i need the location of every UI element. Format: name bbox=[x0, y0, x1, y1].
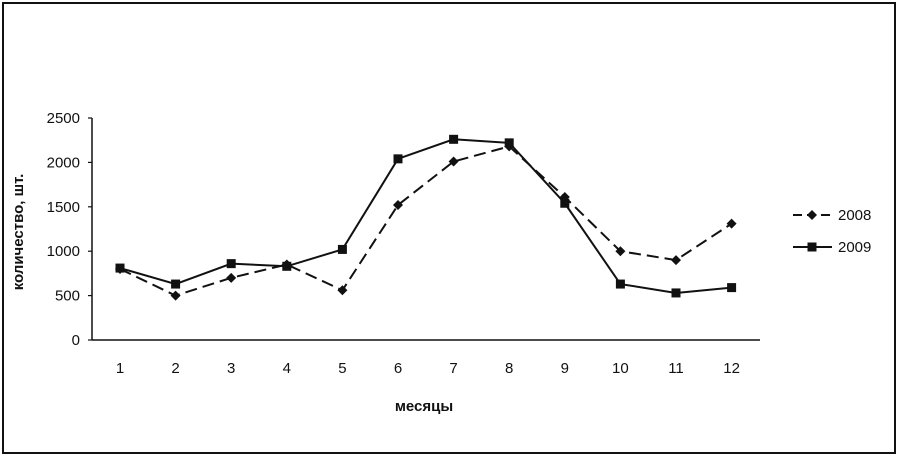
data-point-2009 bbox=[282, 261, 292, 271]
x-tick-label: 3 bbox=[227, 360, 235, 377]
legend-label-2009: 2009 bbox=[838, 239, 871, 256]
data-point-2009 bbox=[727, 283, 737, 293]
legend-marker-2008 bbox=[807, 210, 817, 220]
x-tick-label: 7 bbox=[449, 360, 457, 377]
data-point-2009 bbox=[504, 138, 514, 148]
y-tick-label: 1000 bbox=[47, 243, 80, 260]
data-point-2008 bbox=[726, 218, 737, 229]
y-tick-labels: 0 500 1000 1500 2000 2500 bbox=[47, 110, 80, 349]
x-tick-labels: 1 2 3 4 5 6 7 8 9 10 11 12 bbox=[116, 360, 740, 377]
x-tick-label: 9 bbox=[561, 360, 569, 377]
data-point-2009 bbox=[615, 279, 625, 289]
data-point-2009 bbox=[393, 154, 403, 164]
y-tick-label: 1500 bbox=[47, 199, 80, 216]
data-point-2008 bbox=[671, 255, 681, 266]
axes bbox=[88, 117, 760, 341]
data-point-2009 bbox=[560, 198, 570, 208]
x-axis-title: месяцы bbox=[395, 398, 453, 415]
data-point-2009 bbox=[449, 134, 459, 144]
data-point-2008 bbox=[393, 200, 403, 211]
series-line-2008 bbox=[119, 145, 733, 297]
series-2008 bbox=[115, 141, 737, 301]
y-tick-label: 2000 bbox=[47, 154, 80, 171]
legend-label-2008: 2008 bbox=[838, 207, 871, 224]
x-tick-label: 10 bbox=[612, 360, 629, 377]
y-axis-title: количество, шт. bbox=[10, 174, 27, 291]
data-point-2008 bbox=[448, 156, 459, 167]
data-point-2009 bbox=[337, 244, 347, 254]
x-tick-label: 1 bbox=[116, 360, 124, 377]
x-tick-label: 12 bbox=[723, 360, 740, 377]
y-tick-label: 500 bbox=[55, 288, 80, 305]
series-group bbox=[115, 134, 737, 301]
legend: 2008 2009 bbox=[793, 207, 871, 256]
data-point-2009 bbox=[671, 288, 681, 298]
data-point-2009 bbox=[171, 279, 181, 289]
series-line-2009 bbox=[119, 138, 732, 294]
x-tick-label: 5 bbox=[338, 360, 346, 377]
x-tick-label: 11 bbox=[668, 360, 684, 377]
x-tick-label: 2 bbox=[171, 360, 179, 377]
data-point-2009 bbox=[115, 263, 125, 273]
data-point-2008 bbox=[226, 272, 237, 283]
data-point-2008 bbox=[170, 290, 181, 301]
y-tick-label: 2500 bbox=[47, 110, 80, 127]
data-point-2009 bbox=[226, 259, 236, 269]
legend-marker-2009 bbox=[807, 242, 817, 252]
data-point-2008 bbox=[615, 246, 626, 257]
x-tick-label: 4 bbox=[283, 360, 291, 377]
x-tick-label: 6 bbox=[394, 360, 402, 377]
series-2009 bbox=[115, 134, 737, 298]
data-point-2008 bbox=[337, 285, 348, 296]
y-tick-label: 0 bbox=[72, 332, 80, 349]
x-tick-label: 8 bbox=[505, 360, 513, 377]
